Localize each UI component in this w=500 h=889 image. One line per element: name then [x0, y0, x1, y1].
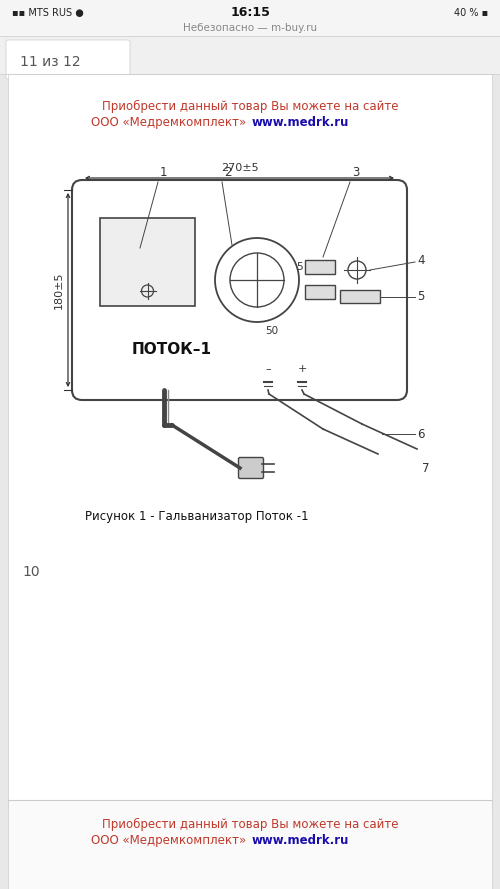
- Text: 7: 7: [422, 462, 430, 475]
- Text: 3: 3: [352, 166, 360, 179]
- Text: www.medrk.ru: www.medrk.ru: [252, 834, 350, 847]
- Text: ООО «Медремкомплект»: ООО «Медремкомплект»: [91, 834, 250, 847]
- Text: –: –: [265, 364, 271, 374]
- Text: 11 из 12: 11 из 12: [20, 55, 80, 69]
- Text: 270±5: 270±5: [220, 163, 258, 173]
- Text: Небезопасно — m-buy.ru: Небезопасно — m-buy.ru: [183, 23, 317, 33]
- Text: 10: 10: [22, 565, 40, 579]
- Text: ▪▪ MTS RUS ●: ▪▪ MTS RUS ●: [12, 8, 84, 18]
- FancyBboxPatch shape: [238, 458, 264, 478]
- Text: 6: 6: [417, 428, 424, 441]
- Text: 5: 5: [296, 262, 303, 272]
- Text: 16:15: 16:15: [230, 6, 270, 20]
- Text: www.medrk.ru: www.medrk.ru: [252, 116, 350, 129]
- Text: 2: 2: [224, 166, 232, 179]
- Text: ПОТОК–1: ПОТОК–1: [132, 342, 212, 357]
- Bar: [0, 36, 500, 74]
- Text: 1: 1: [160, 166, 168, 179]
- Text: 40 % ▪: 40 % ▪: [454, 8, 488, 18]
- Bar: [8, 74, 492, 809]
- Bar: [0, 0, 500, 38]
- Text: 50: 50: [266, 326, 278, 336]
- Bar: [100, 218, 195, 306]
- FancyBboxPatch shape: [72, 180, 407, 400]
- Bar: [305, 260, 335, 274]
- Text: 5: 5: [417, 290, 424, 303]
- Bar: [8, 800, 492, 889]
- Bar: [340, 290, 380, 303]
- Text: 4: 4: [417, 253, 424, 267]
- FancyBboxPatch shape: [6, 40, 130, 79]
- Text: 180±5: 180±5: [54, 271, 64, 308]
- Bar: [305, 285, 335, 299]
- Text: ООО «Медремкомплект»: ООО «Медремкомплект»: [91, 116, 250, 129]
- Text: Рисунок 1 - Гальванизатор Поток -1: Рисунок 1 - Гальванизатор Поток -1: [85, 510, 308, 523]
- Text: Приобрести данный товар Вы можете на сайте: Приобрести данный товар Вы можете на сай…: [102, 818, 398, 831]
- Text: +: +: [298, 364, 306, 374]
- Text: Приобрести данный товар Вы можете на сайте: Приобрести данный товар Вы можете на сай…: [102, 100, 398, 113]
